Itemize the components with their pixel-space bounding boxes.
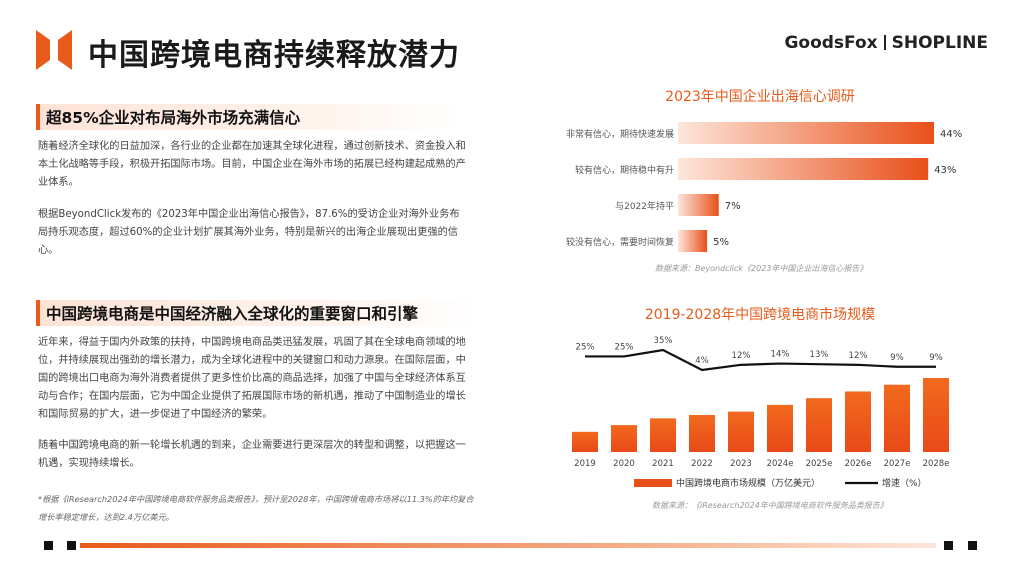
growth-value-label: 35% [654,336,673,346]
year-tick-label: 2020 [613,459,635,469]
paragraph-beyondclick: 根据BeyondClick发布的《2023年中国企业出海信心报告》，87.6%的… [38,209,460,256]
shopline-logo: SHOPLINE [891,33,988,53]
survey-category-label: 较有信心，期待稳中有升 [575,164,674,176]
growth-value-label: 9% [890,353,904,363]
growth-value-label: 9% [929,353,943,363]
partner-brands: GoodsFox SHOPLINE [784,33,988,53]
footnote: *根据《iResearch2024年中国跨境电商软件服务品类报告》，预计至202… [38,494,474,522]
survey-bar [678,194,719,216]
year-tick-label: 2024e [767,459,794,469]
paragraph-globalization: 随着经济全球化的日益加深，各行业的企业都在加速其全球化进程，通过创新技术、资金投… [38,141,466,188]
page-title: 中国跨境电商持续释放潜力 [88,38,460,73]
market-size-bar [767,404,793,452]
legend-bar-label: 中国跨境电商市场规模（万亿美元） [676,477,820,489]
paragraph-cross-border: 近年来，得益于国内外政策的扶持，中国跨境电商品类迅猛发展，巩固了其在全球电商领域… [38,337,466,420]
survey-value-label: 43% [934,165,956,176]
chart2-title: 2019-2028年中国跨境电商市场规模 [644,307,876,323]
chart2-source: 数据来源：《iResearch2024年中国跨境电商软件服务品类报告》 [652,501,888,510]
survey-bar [678,122,934,144]
bottom-decoration [44,541,977,550]
section-heading-confidence: 超85%企业对布局海外市场充满信心 [36,104,464,130]
growth-value-label: 14% [771,350,790,360]
growth-value-label: 4% [695,356,709,366]
survey-bar [678,158,929,180]
year-tick-label: 2022 [691,459,713,469]
year-tick-label: 2028e [923,459,950,469]
survey-category-label: 非常有信心，期待快速发展 [566,128,674,140]
market-size-bar [572,431,598,452]
survey-category-label: 与2022年持平 [615,200,674,212]
year-tick-label: 2025e [806,459,833,469]
market-size-chart: 2019 25% 2020 25% 2021 35% 2022 4% 2023 12% 2024e 1… [572,336,950,489]
section-heading-cross-border: 中国跨境电商是中国经济融入全球化的重要窗口和引擎 [36,300,476,326]
market-size-bar [884,384,910,452]
market-size-bar [689,415,715,452]
chart1-title: 2023年中国企业出海信心调研 [665,89,855,105]
market-size-bar [728,411,754,452]
market-size-bar [650,418,676,452]
brand-logo-icon [36,30,72,70]
survey-value-label: 5% [713,237,729,248]
survey-category-label: 较没有信心，需要时间恢复 [566,236,674,248]
market-size-bar [611,425,637,452]
brand-divider [883,35,886,50]
survey-value-label: 7% [725,201,741,212]
year-tick-label: 2023 [730,459,752,469]
market-size-bar [845,391,871,452]
growth-value-label: 12% [732,351,751,361]
growth-value-label: 25% [576,342,595,352]
legend-bar-swatch [634,479,672,487]
growth-value-label: 13% [810,350,829,360]
market-size-bar [806,398,832,452]
confidence-survey-chart: 非常有信心，期待快速发展 44% 较有信心，期待稳中有升 43% 与2022年持平 7% 较… [566,122,962,252]
year-tick-label: 2027e [884,459,911,469]
year-tick-label: 2026e [845,459,872,469]
chart1-source: 数据来源：Beyondclick《2023年中国企业出海信心报告》 [655,264,868,273]
growth-value-label: 25% [615,342,634,352]
market-size-bar [923,378,949,452]
goodsfox-logo: GoodsFox [784,33,878,53]
growth-value-label: 12% [849,351,868,361]
survey-bar [678,230,708,252]
legend-line-label: 增速（%） [882,477,927,489]
year-tick-label: 2019 [574,459,596,469]
paragraph-opportunity: 随着中国跨境电商的新一轮增长机遇的到来，企业需要进行更深层次的转型和调整，以把握… [38,440,466,469]
growth-line [585,348,936,372]
survey-value-label: 44% [940,129,962,140]
year-tick-label: 2021 [652,459,674,469]
